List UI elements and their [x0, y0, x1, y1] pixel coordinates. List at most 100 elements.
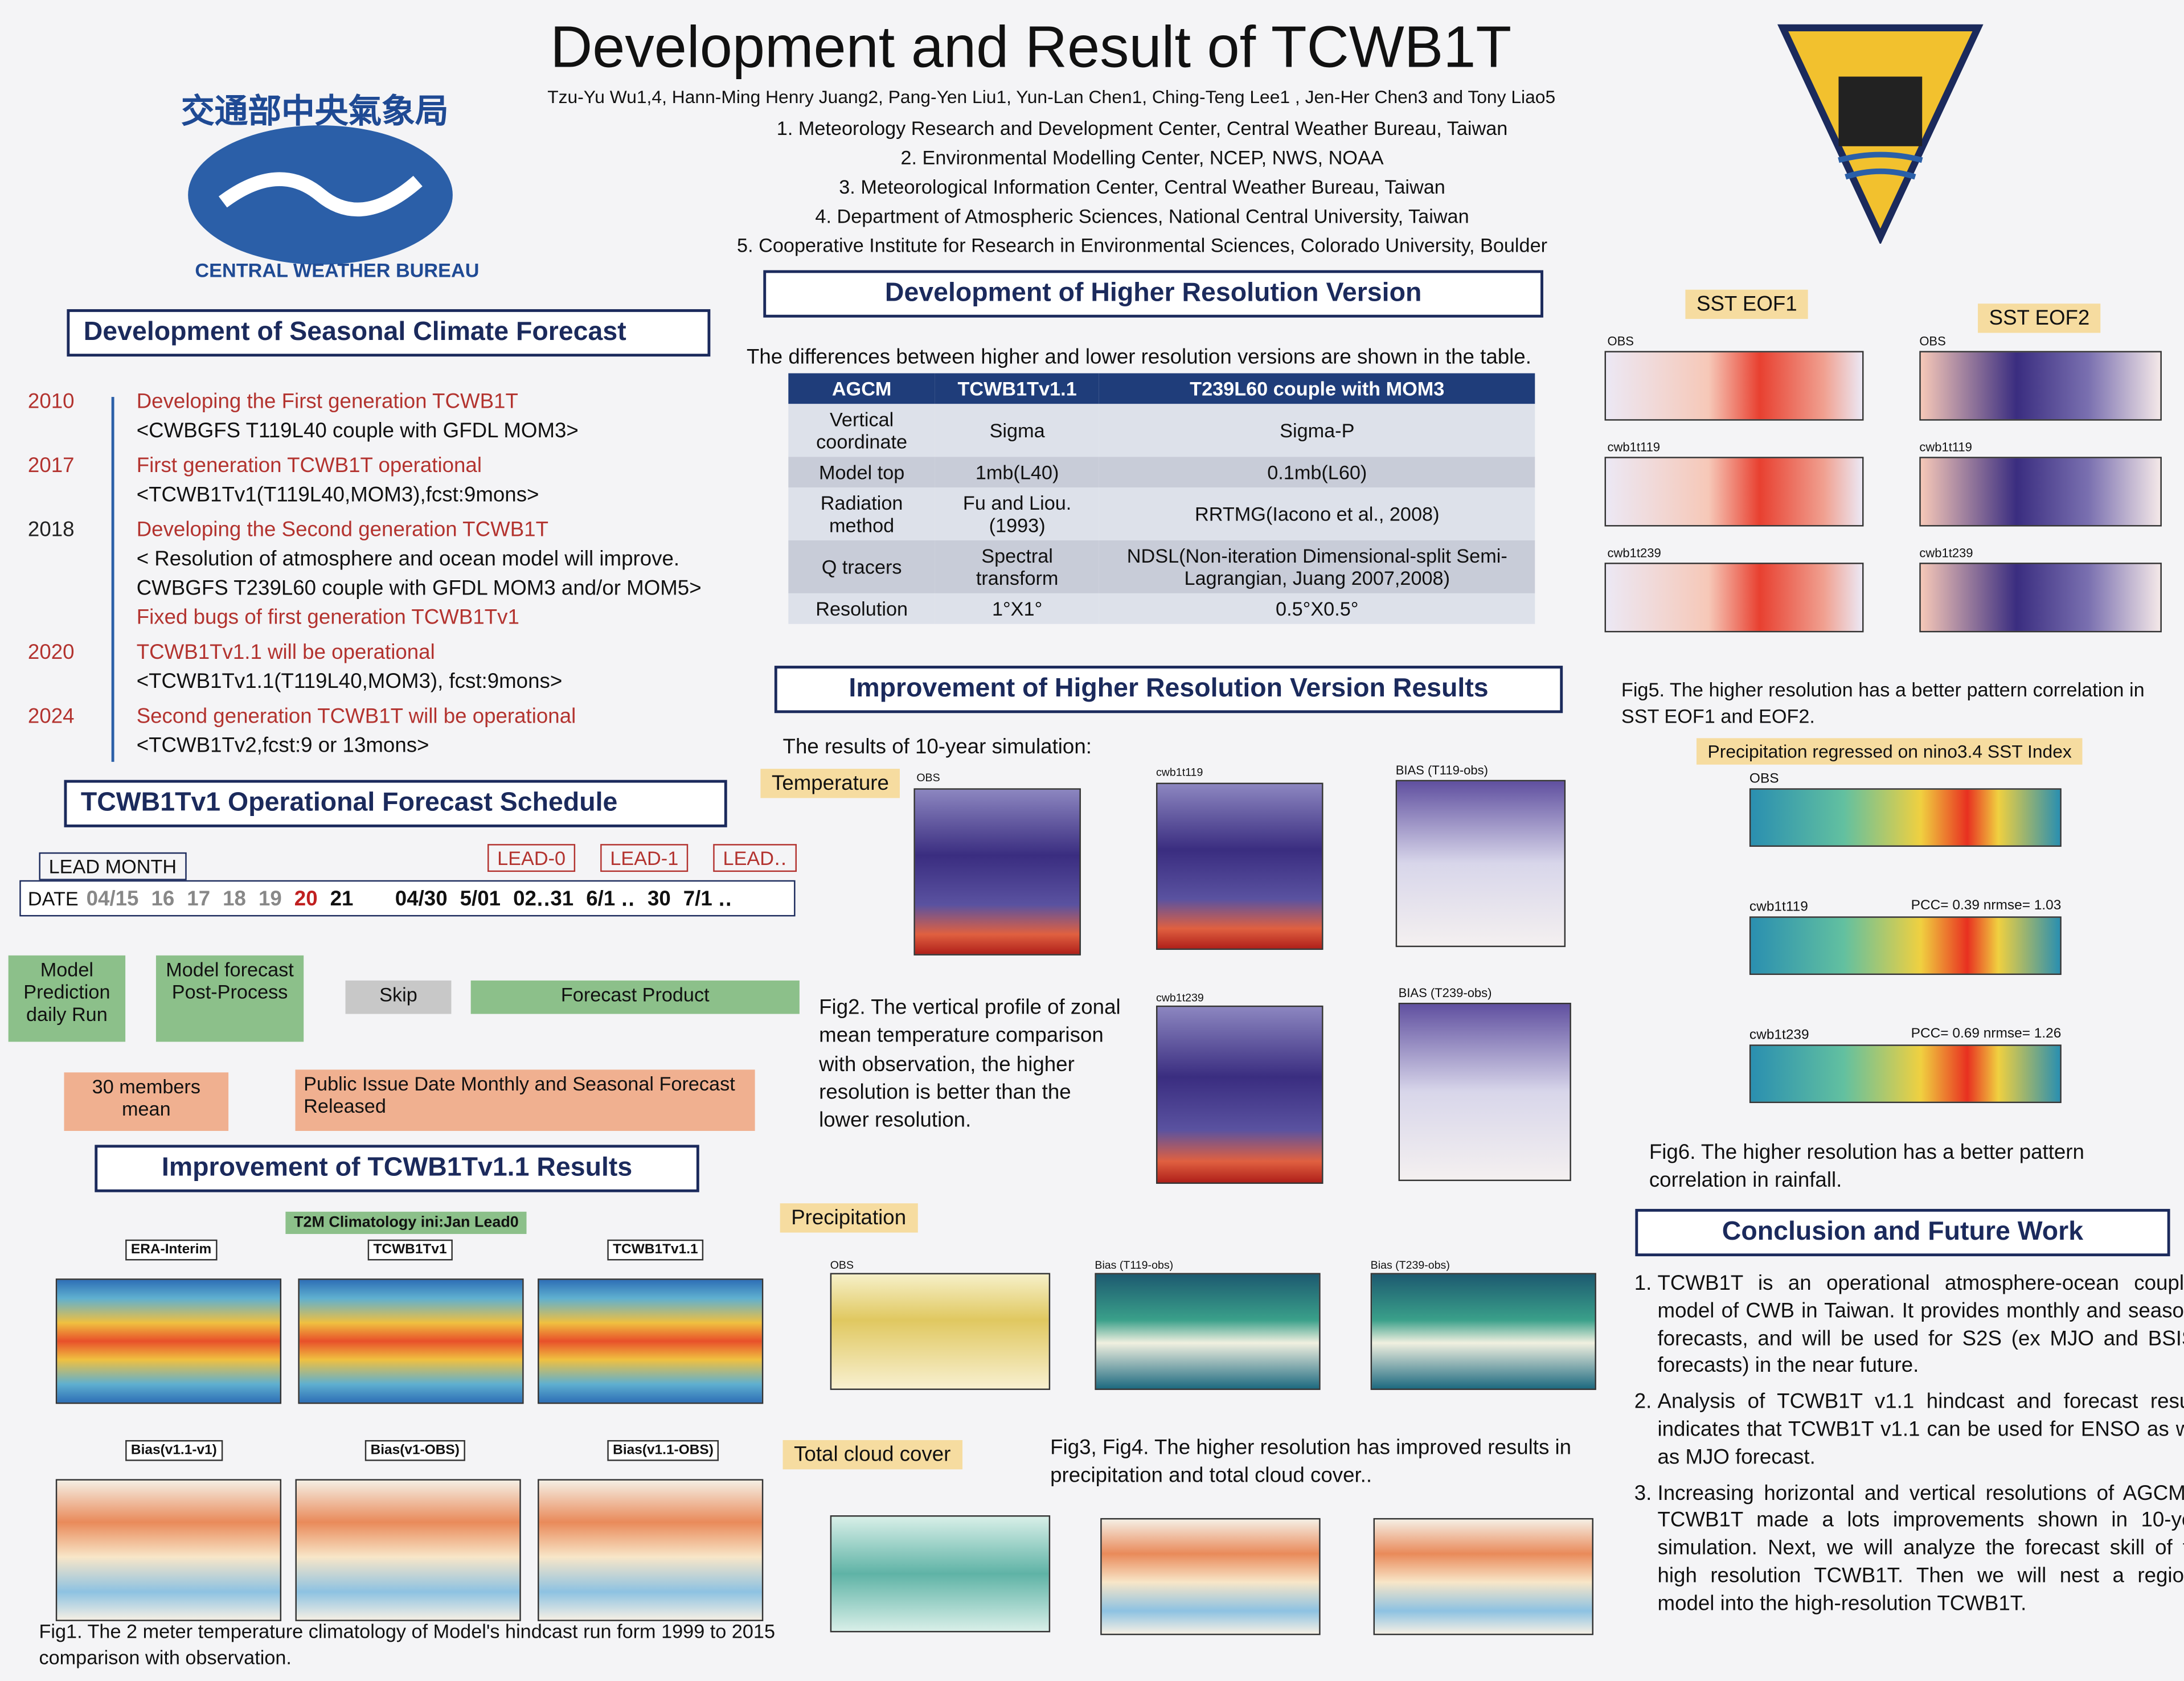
table-cell: 0.5°X0.5° — [1099, 593, 1535, 624]
table-header: T239L60 couple with MOM3 — [1099, 373, 1535, 404]
timeline-line: First generation TCWB1T operational — [136, 454, 482, 478]
conclusion-item: TCWB1T is an operational atmosphere-ocea… — [1658, 1270, 2184, 1381]
timeline-line: Fixed bugs of first generation TCWB1Tv1 — [136, 605, 519, 630]
panel-title: TCWB1Tv1 — [367, 1239, 453, 1261]
sst-panel — [1604, 563, 1864, 633]
regression-panel — [1749, 916, 2062, 975]
affiliations: 1. Meteorology Research and Development … — [655, 114, 1630, 261]
panel-title: Bias(v1-OBS) — [364, 1440, 465, 1461]
date: 18 — [223, 887, 246, 911]
table-cell: RRTMG(Iacono et al., 2008) — [1099, 487, 1535, 540]
table-header: AGCM — [788, 373, 935, 404]
date: 02‥31 — [513, 887, 574, 911]
timeline-line: Developing the Second generation TCWB1T — [136, 518, 548, 542]
panel-title: OBS — [1607, 334, 1634, 348]
timeline-line: <TCWB1Tv2,fcst:9 or 13mons> — [136, 733, 429, 758]
panel-title: OBS — [1749, 771, 1779, 787]
table-cell: Resolution — [788, 593, 935, 624]
lead: LEAD-1 — [600, 844, 689, 872]
year: 2024 — [27, 704, 75, 729]
timeline-text: First generation TCWB1T operational <TCWB… — [112, 451, 539, 510]
figure-label: Precipitation regressed on nino3.4 SST I… — [1696, 738, 2083, 765]
figure-label: Temperature — [760, 769, 900, 798]
table-cell: Vertical coordinate — [788, 404, 935, 457]
timeline-line: <TCWB1Tv1(T119L40,MOM3),fcst:9mons> — [136, 483, 539, 507]
table-row: Resolution 1°X1° 0.5°X0.5° — [788, 593, 1535, 624]
temperature-panel — [1156, 1005, 1323, 1184]
sst-panel — [1919, 457, 2162, 527]
section-heading: TCWB1Tv1 Operational Forecast Schedule — [64, 780, 727, 827]
caption: Fig5. The higher resolution has a better… — [1621, 678, 2145, 727]
table-cell: Fu and Liou. (1993) — [935, 487, 1100, 540]
sst-panel — [1604, 351, 1864, 421]
affiliation: 1. Meteorology Research and Development … — [776, 117, 1508, 140]
section-heading: Improvement of Higher Resolution Version… — [774, 666, 1563, 714]
schedule-box: Model forecast Post-Process — [155, 955, 304, 1042]
panel-title: BIAS (T239-obs) — [1398, 986, 1492, 1001]
date: 04/30 — [395, 887, 448, 911]
caption: Fig3, Fig4. The higher resolution has im… — [1050, 1436, 1572, 1488]
date-list: 04/15 16 17 18 19 20 21 04/30 5/01 02‥31 6/1 ‥ 30 7/… — [87, 886, 745, 911]
lead: LEAD‥ — [713, 844, 797, 872]
section-heading: Conclusion and Future Work — [1635, 1208, 2170, 1257]
timeline-line: < Resolution of atmosphere and ocean mod… — [136, 547, 680, 571]
table-cell: 0.1mb(L60) — [1099, 457, 1535, 488]
table-cell: Spectral transform — [935, 540, 1100, 593]
timeline-axis — [111, 397, 114, 762]
schedule-box: Skip — [345, 980, 452, 1014]
table-cell: Model top — [788, 457, 935, 488]
timeline-line: <CWBGFS T119L40 couple with GFDL MOM3> — [136, 419, 579, 443]
table-row: AGCM TCWB1Tv1.1 T239L60 couple with MOM3 — [788, 373, 1535, 404]
timeline-text: TCWB1Tv1.1 will be operational <TCWB1Tv1.… — [112, 638, 563, 696]
date: 30 — [647, 887, 671, 911]
figure-subtitle: T2M Climatology ini:Jan Lead0 — [285, 1211, 527, 1234]
timeline-text: Second generation TCWB1T will be operati… — [112, 702, 576, 761]
timeline-item: 2020 TCWB1Tv1.1 will be operational <TCWB1… — [28, 638, 780, 696]
regression-panel — [1749, 788, 2062, 847]
date-row — [19, 880, 796, 917]
date: 21 — [330, 887, 354, 911]
authors: Tzu-Yu Wu1,4, Hann-Ming Henry Juang2, Pa… — [547, 86, 1556, 108]
panel-title: Bias(v1.1-v1) — [125, 1440, 223, 1461]
caption: Fig2. The vertical profile of zonal mean… — [819, 995, 1121, 1133]
caption: Fig1. The 2 meter temperature climatolog… — [39, 1620, 776, 1668]
conclusion-list: TCWB1T is an operational atmosphere-ocea… — [1616, 1270, 2184, 1626]
temperature-panel — [1398, 1002, 1571, 1182]
date: 16 — [151, 887, 175, 911]
table-cell: Sigma-P — [1099, 404, 1535, 457]
temperature-panel — [1156, 782, 1323, 950]
panel-title: cwb1t119 — [1607, 440, 1661, 454]
date-label: DATE — [27, 887, 79, 910]
panel-title: Bias (T239-obs) — [1370, 1259, 1450, 1272]
timeline-item: 2017 First generation TCWB1T operational <… — [28, 451, 780, 510]
schedule-box: Model Prediction daily Run — [8, 955, 126, 1042]
figure-label: SST EOF2 — [1978, 304, 2101, 333]
cwb-logo — [188, 125, 453, 265]
affiliation: 2. Environmental Modelling Center, NCEP,… — [900, 146, 1384, 169]
logo-english: CENTRAL WEATHER BUREAU — [195, 259, 480, 282]
comparison-table: AGCM TCWB1Tv1.1 T239L60 couple with MOM3 Ve… — [788, 373, 1535, 624]
map-panel — [538, 1278, 764, 1404]
map-panel — [298, 1278, 524, 1404]
panel-title: cwb1t119 — [1919, 440, 1972, 454]
panel-title: Bias(v1.1-OBS) — [607, 1440, 719, 1461]
date: 04/15 — [86, 887, 139, 911]
panel-title: ERA-Interim — [125, 1239, 218, 1261]
map-panel — [55, 1278, 282, 1404]
date: 17 — [187, 887, 211, 911]
regression-panel — [1749, 1044, 2062, 1104]
intro: The differences between higher and lower… — [746, 345, 1531, 370]
table-cell: Sigma — [935, 404, 1100, 457]
year: 2018 — [27, 518, 75, 542]
timeline-line: Developing the First generation TCWB1T — [136, 390, 518, 414]
panel-title: cwb1t239 — [1749, 1028, 1809, 1043]
date: 7/1 ‥ — [683, 887, 732, 911]
table-row: Model top 1mb(L40) 0.1mb(L60) — [788, 457, 1535, 488]
section-heading: Improvement of TCWB1Tv1.1 Results — [95, 1145, 699, 1192]
timeline-line: CWBGFS T239L60 couple with GFDL MOM3 and… — [136, 576, 702, 601]
table-cell: 1mb(L40) — [935, 457, 1100, 488]
date: 6/1 ‥ — [586, 887, 635, 911]
conclusion-item: Increasing horizontal and vertical resol… — [1658, 1480, 2184, 1618]
affiliation: 3. Meteorological Information Center, Ce… — [839, 175, 1445, 198]
figure-label: Precipitation — [780, 1203, 917, 1233]
